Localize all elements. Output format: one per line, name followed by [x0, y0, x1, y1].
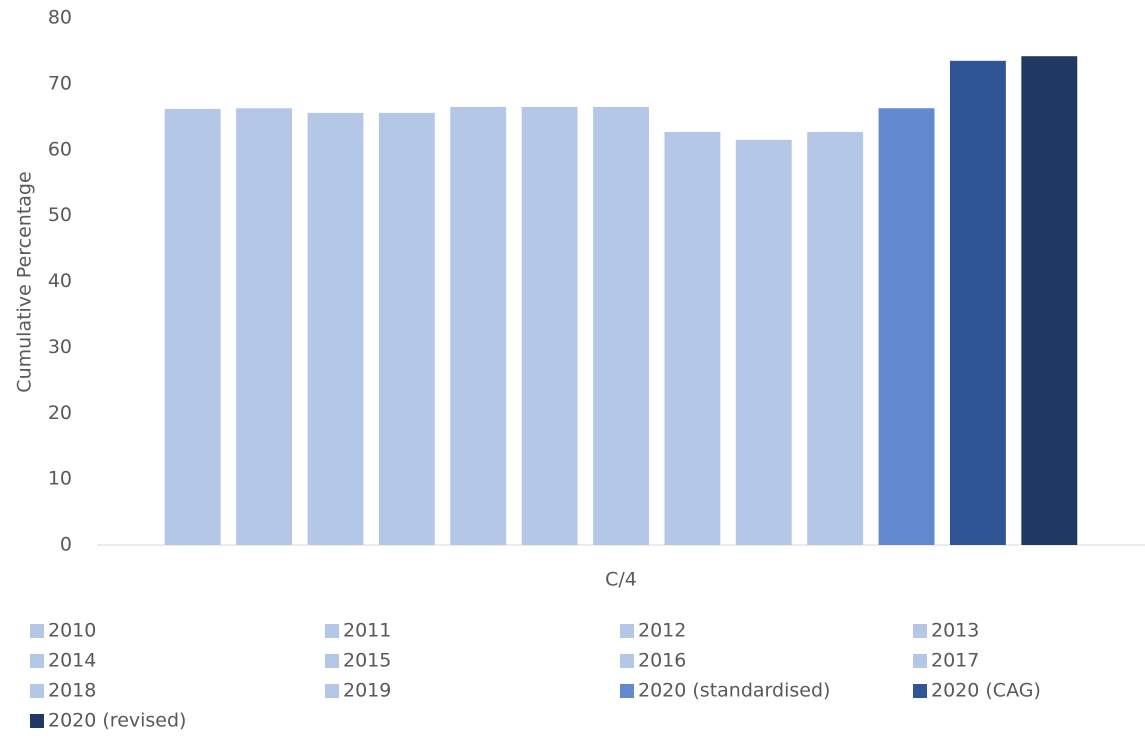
- y-axis-label: Cumulative Percentage: [14, 171, 36, 392]
- legend-swatch: [325, 684, 339, 698]
- y-tick-label: 80: [48, 7, 72, 29]
- legend-swatch: [30, 684, 44, 698]
- y-tick-label: 10: [48, 468, 72, 490]
- legend-swatch: [913, 654, 927, 668]
- legend-swatch: [913, 624, 927, 638]
- y-tick-label: 30: [48, 336, 72, 358]
- legend-label: 2020 (standardised): [638, 680, 830, 702]
- legend-label: 2020 (revised): [48, 710, 186, 732]
- legend-label: 2019: [343, 680, 391, 702]
- legend-swatch: [30, 654, 44, 668]
- y-tick-label: 70: [48, 72, 72, 94]
- bar: [521, 106, 578, 546]
- y-tick-label: 40: [48, 270, 72, 292]
- bar: [164, 108, 221, 545]
- y-tick-label: 0: [60, 534, 72, 556]
- bar: [949, 60, 1006, 545]
- y-tick-label: 60: [48, 138, 72, 160]
- bar: [236, 108, 293, 545]
- bar: [878, 108, 935, 545]
- legend-swatch: [30, 714, 44, 728]
- bar: [1021, 56, 1078, 546]
- bar: [807, 131, 864, 545]
- legend-label: 2012: [638, 620, 686, 642]
- legend-label: 2017: [931, 650, 979, 672]
- legend-swatch: [913, 684, 927, 698]
- legend-label: 2013: [931, 620, 979, 642]
- legend-swatch: [325, 654, 339, 668]
- legend-label: 2014: [48, 650, 96, 672]
- y-tick-label: 50: [48, 204, 72, 226]
- x-tick-label: C/4: [605, 569, 637, 591]
- y-tick-label: 20: [48, 402, 72, 424]
- legend-label: 2011: [343, 620, 391, 642]
- bar: [664, 131, 721, 545]
- bar: [735, 139, 792, 545]
- legend-swatch: [620, 624, 634, 638]
- bar: [593, 106, 649, 546]
- bar: [307, 112, 364, 546]
- bar: [378, 112, 435, 546]
- legend-label: 2010: [48, 620, 96, 642]
- legend-label: 2015: [343, 650, 391, 672]
- legend-label: 2020 (CAG): [931, 680, 1041, 702]
- legend-swatch: [325, 624, 339, 638]
- legend-swatch: [30, 624, 44, 638]
- bar: [450, 106, 507, 546]
- legend-label: 2018: [48, 680, 96, 702]
- legend-swatch: [620, 684, 634, 698]
- legend-swatch: [620, 654, 634, 668]
- legend-label: 2016: [638, 650, 686, 672]
